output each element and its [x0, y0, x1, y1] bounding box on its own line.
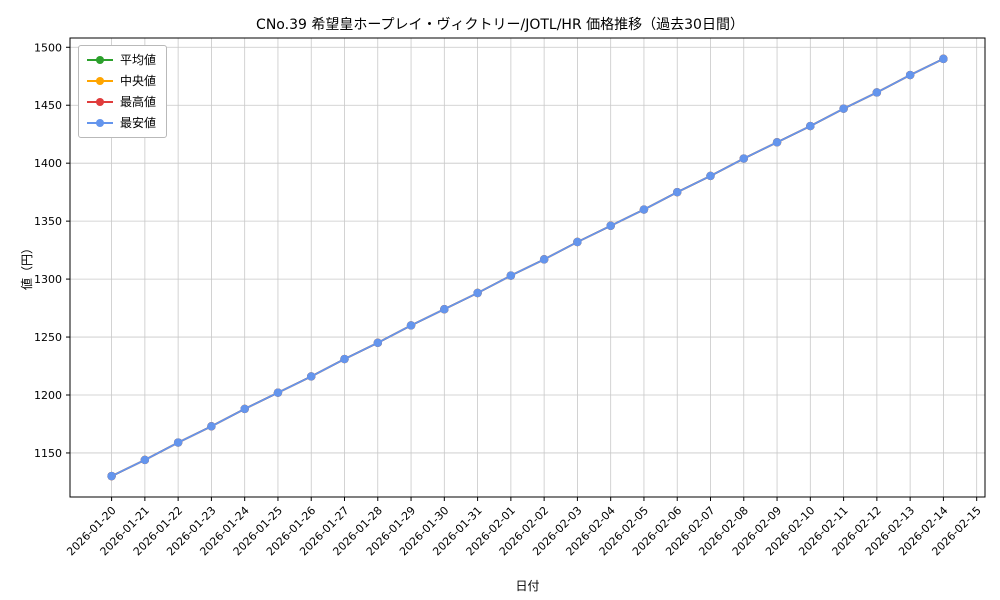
x-axis: 2026-01-202026-01-212026-01-222026-01-23… [64, 497, 984, 558]
y-tick-label: 1400 [34, 157, 62, 170]
data-point [839, 104, 848, 113]
x-axis-label: 日付 [515, 579, 540, 593]
data-point [240, 404, 249, 414]
legend-item-average: 平均値 [87, 51, 156, 69]
legend-item-min: 最安値 [87, 114, 156, 132]
data-point [406, 321, 416, 330]
data-point [307, 372, 316, 381]
data-point [806, 121, 815, 131]
data-point [473, 288, 482, 298]
line-marker-icon [87, 76, 113, 86]
series-最安値 [107, 54, 948, 481]
data-point [939, 54, 948, 64]
data-point [373, 338, 382, 348]
data-point [739, 154, 748, 163]
legend-label: 中央値 [120, 74, 157, 88]
data-point [140, 455, 150, 465]
data-point [905, 70, 915, 80]
data-point [706, 171, 715, 181]
legend-item-median: 中央値 [87, 72, 156, 90]
data-point [539, 255, 549, 264]
chart-title: CNo.39 希望皇ホープレイ・ヴィクトリー/JOTL/HR 価格推移（過去30… [256, 17, 744, 33]
y-tick-label: 1250 [34, 331, 62, 344]
y-tick-label: 1200 [34, 389, 62, 402]
legend-label: 最安値 [120, 116, 157, 130]
legend: 平均値 中央値 最高値 最安値 [78, 45, 168, 138]
y-tick-label: 1350 [34, 215, 62, 228]
legend-label: 平均値 [120, 53, 157, 67]
legend-item-max: 最高値 [87, 93, 156, 111]
data-point [606, 221, 615, 230]
grid [70, 38, 985, 497]
data-point [772, 138, 782, 147]
y-axis: 1150 1200 1250 1300 1350 1400 1450 1500 [34, 41, 70, 460]
legend-label: 最高値 [120, 95, 157, 109]
data-point [639, 205, 649, 214]
line-marker-icon [87, 118, 113, 128]
line-marker-icon [87, 97, 113, 107]
y-tick-label: 1300 [34, 273, 62, 286]
data-point [107, 471, 116, 481]
data-point [207, 422, 216, 431]
y-tick-label: 1450 [34, 99, 62, 112]
series-line [111, 58, 944, 477]
data-point [506, 271, 516, 280]
line-marker-icon [87, 55, 113, 65]
y-tick-label: 1150 [34, 447, 62, 460]
y-tick-label: 1500 [34, 41, 62, 54]
data-point [340, 354, 349, 364]
data-point [872, 88, 882, 97]
data-point [440, 305, 449, 314]
data-point [673, 187, 682, 197]
data-point [173, 438, 183, 447]
data-point [573, 237, 582, 247]
plot-border [69, 37, 986, 498]
data-point [273, 388, 283, 397]
